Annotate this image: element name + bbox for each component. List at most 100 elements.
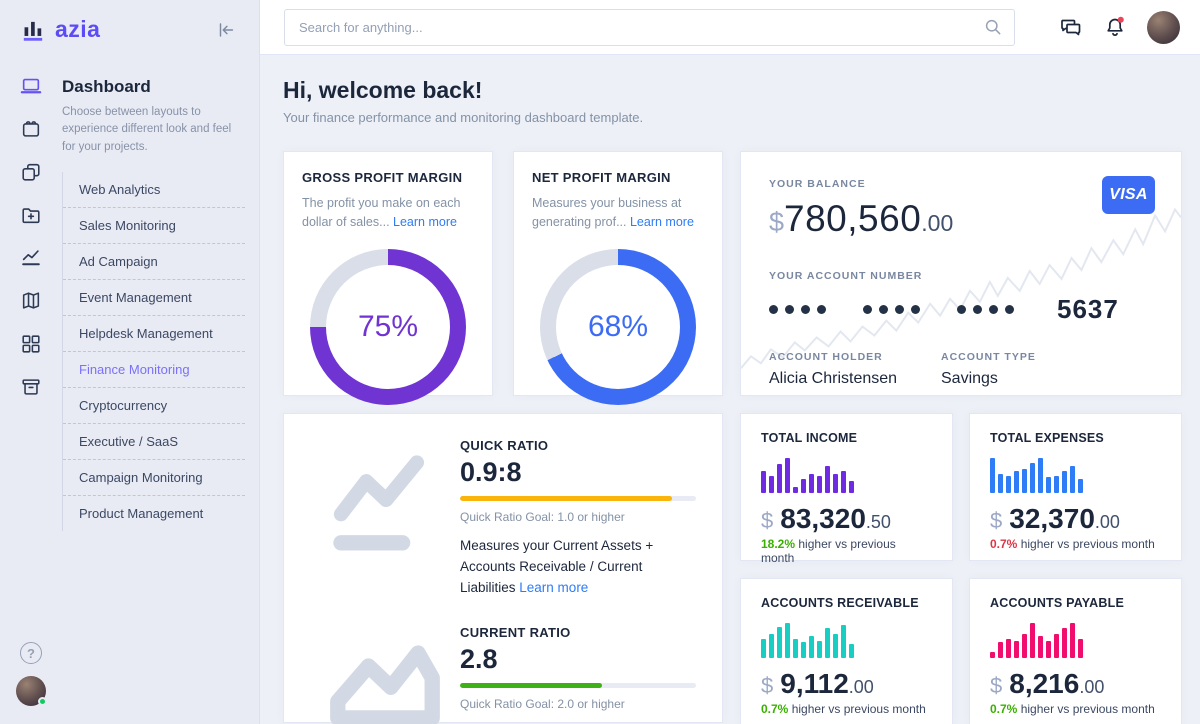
sidebar-item-finance-monitoring[interactable]: Finance Monitoring xyxy=(63,350,245,387)
net-profit-percent: 68% xyxy=(587,309,649,343)
sidebar-section-desc: Choose between layouts to experience dif… xyxy=(62,106,232,153)
net-profit-title: NET PROFIT MARGIN xyxy=(532,170,671,185)
gross-profit-percent: 75% xyxy=(357,309,419,343)
accounts-payable-bar-chart xyxy=(990,623,1161,658)
online-status-dot xyxy=(38,697,47,706)
total-income-bar-chart xyxy=(761,458,932,493)
accounts-receivable-trend: 0.7% higher vs previous month xyxy=(761,702,926,716)
sidebar-item-campaign-monitoring[interactable]: Campaign Monitoring xyxy=(63,458,245,495)
content: Hi, welcome back! Your finance performan… xyxy=(260,55,1200,724)
logo-row: azia xyxy=(0,0,259,53)
quick-ratio-progress xyxy=(460,496,696,501)
chart-line-icon[interactable] xyxy=(20,247,42,269)
pages-icon[interactable] xyxy=(20,161,42,183)
sidebar-avatar[interactable] xyxy=(16,676,47,706)
current-ratio-value: 2.8 xyxy=(460,643,498,674)
folder-plus-icon[interactable] xyxy=(20,204,42,226)
gross-profit-learn-more-link[interactable]: Learn more xyxy=(393,215,457,230)
gross-profit-card: GROSS PROFIT MARGIN The profit you make … xyxy=(283,151,493,405)
accounts-payable-card: ACCOUNTS PAYABLE $8,216.00 0.7% higher v… xyxy=(969,578,1182,724)
trend-line-icon xyxy=(310,438,460,599)
sidebar-item-product-management[interactable]: Product Management xyxy=(63,494,245,531)
quick-ratio-section: QUICK RATIO 0.9:8 Quick Ratio Goal: 1.0 … xyxy=(310,438,696,599)
gross-profit-desc: The profit you make on each dollar of sa… xyxy=(302,196,461,230)
messages-icon[interactable] xyxy=(1059,15,1083,39)
account-number-label: YOUR ACCOUNT NUMBER xyxy=(769,270,923,282)
accounts-payable-trend: 0.7% higher vs previous month xyxy=(990,702,1155,716)
quick-ratio-title: QUICK RATIO xyxy=(460,438,549,453)
rail-bottom: ? xyxy=(16,642,47,706)
accounts-receivable-card: ACCOUNTS RECEIVABLE $9,112.00 0.7% highe… xyxy=(740,578,953,724)
page-subtitle: Your finance performance and monitoring … xyxy=(283,110,644,125)
net-profit-donut: 68% xyxy=(540,248,696,405)
net-profit-learn-more-link[interactable]: Learn more xyxy=(629,215,694,230)
archive-icon[interactable] xyxy=(20,376,42,398)
ratios-card: QUICK RATIO 0.9:8 Quick Ratio Goal: 1.0 … xyxy=(283,413,723,724)
row-bottom-cards: QUICK RATIO 0.9:8 Quick Ratio Goal: 1.0 … xyxy=(283,413,1182,724)
topbar xyxy=(260,0,1200,55)
balance-sparkline xyxy=(741,207,1181,369)
balance-label: YOUR BALANCE xyxy=(769,178,866,190)
total-expenses-amount: $32,370.00 xyxy=(990,503,1120,534)
main-area: Hi, welcome back! Your finance performan… xyxy=(260,0,1200,724)
area-chart-icon xyxy=(310,625,460,724)
help-icon[interactable]: ? xyxy=(20,642,42,664)
logo-icon xyxy=(20,17,46,43)
gross-profit-title: GROSS PROFIT MARGIN xyxy=(302,170,463,185)
net-profit-card: NET PROFIT MARGIN Measures your business… xyxy=(513,151,723,405)
dashboard-laptop-icon[interactable] xyxy=(20,75,42,97)
quick-ratio-value: 0.9:8 xyxy=(460,457,522,487)
total-expenses-trend: 0.7% higher vs previous month xyxy=(990,537,1155,551)
masked-digits-group xyxy=(863,305,920,314)
current-ratio-section: CURRENT RATIO 2.8 Quick Ratio Goal: 2.0 … xyxy=(310,625,696,724)
topbar-avatar[interactable] xyxy=(1147,10,1180,44)
visa-badge: VISA xyxy=(1102,176,1155,214)
total-income-amount: $83,320.50 xyxy=(761,503,891,534)
current-ratio-progress xyxy=(460,682,696,688)
total-income-trend: 18.2% higher vs previous month xyxy=(761,537,896,565)
kpi-grid: TOTAL INCOME $83,320.50 18.2% higher vs … xyxy=(740,413,1182,724)
icon-rail: ? xyxy=(0,53,62,724)
sidebar: azia xyxy=(0,0,260,724)
quick-ratio-goal: Quick Ratio Goal: 1.0 or higher xyxy=(460,510,625,524)
topbar-icons xyxy=(1059,10,1180,44)
total-expenses-bar-chart xyxy=(990,458,1161,493)
sidebar-section-title: Dashboard xyxy=(62,77,151,96)
accounts-receivable-bar-chart xyxy=(761,623,932,658)
page-title: Hi, welcome back! xyxy=(283,77,483,103)
masked-digits-group xyxy=(957,305,1014,314)
balance-amount: $780,560.00 xyxy=(769,198,954,239)
sidebar-item-event-management[interactable]: Event Management xyxy=(63,278,245,315)
sidebar-collapse-icon[interactable] xyxy=(215,19,237,41)
search-input[interactable] xyxy=(284,8,1015,46)
current-ratio-title: CURRENT RATIO xyxy=(460,624,571,640)
sidebar-body: ? Dashboard Choose between layouts to ex… xyxy=(0,53,259,724)
accounts-payable-amount: $8,216.00 xyxy=(990,668,1105,699)
sidebar-item-web-analytics[interactable]: Web Analytics xyxy=(79,181,161,197)
search-box xyxy=(284,8,1015,46)
map-icon[interactable] xyxy=(20,290,42,312)
sidebar-item-executive-saas[interactable]: Executive / SaaS xyxy=(63,422,245,459)
current-ratio-goal: Quick Ratio Goal: 2.0 or higher xyxy=(460,696,625,711)
balance-card: VISA YOUR BALANCE $780,560.00 YOUR ACCOU… xyxy=(740,151,1182,396)
gross-profit-donut: 75% xyxy=(310,248,466,405)
account-holder: ACCOUNT HOLDER Alicia Christensen xyxy=(769,351,898,387)
accounts-receivable-amount: $9,112.00 xyxy=(761,668,874,699)
sidebar-item-helpdesk-management[interactable]: Helpdesk Management xyxy=(63,314,245,351)
sidebar-item-sales-monitoring[interactable]: Sales Monitoring xyxy=(63,206,245,243)
account-number: 5637 xyxy=(769,294,1153,325)
calendar-icon[interactable] xyxy=(20,118,42,140)
sidebar-menu: Dashboard Choose between layouts to expe… xyxy=(62,53,259,724)
logo-text[interactable]: azia xyxy=(55,16,101,42)
masked-digits-group xyxy=(769,305,826,314)
notifications-icon[interactable] xyxy=(1103,15,1127,39)
sidebar-menu-list: Web Analytics Sales Monitoring Ad Campai… xyxy=(62,171,245,531)
quick-ratio-learn-more-link[interactable]: Learn more xyxy=(519,579,589,595)
grid-icon[interactable] xyxy=(20,333,42,355)
total-expenses-card: TOTAL EXPENSES $32,370.00 0.7% higher vs… xyxy=(969,413,1182,561)
sidebar-item-ad-campaign[interactable]: Ad Campaign xyxy=(63,242,245,279)
sidebar-item-cryptocurrency[interactable]: Cryptocurrency xyxy=(63,386,245,423)
search-icon[interactable] xyxy=(983,17,1003,37)
total-income-card: TOTAL INCOME $83,320.50 18.2% higher vs … xyxy=(740,413,953,565)
